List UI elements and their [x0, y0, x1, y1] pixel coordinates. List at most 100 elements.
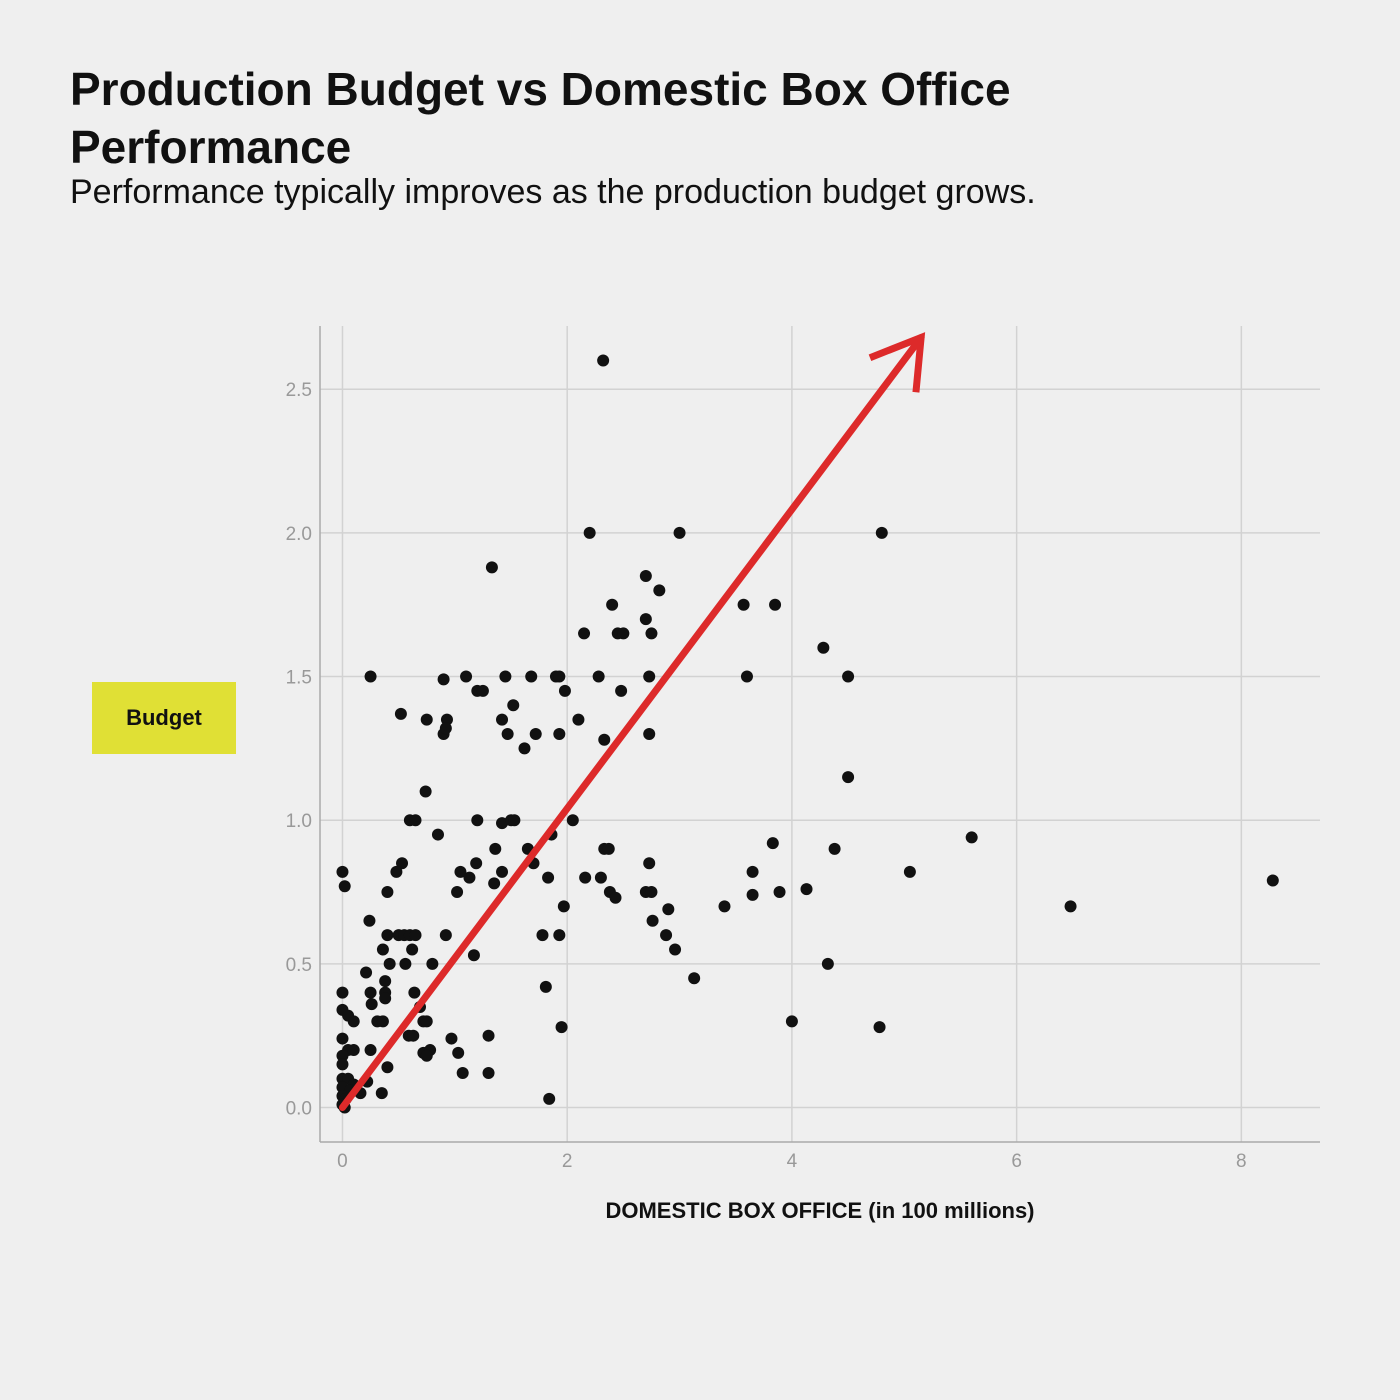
data-point	[553, 670, 566, 683]
data-point	[536, 929, 549, 942]
data-point	[488, 877, 501, 890]
data-point	[420, 1015, 433, 1028]
data-point	[602, 842, 615, 855]
data-point	[572, 713, 585, 726]
y-tick-label: 1.0	[286, 811, 312, 832]
data-point	[409, 814, 422, 827]
axes	[319, 326, 1320, 1143]
data-point	[1266, 874, 1279, 887]
data-point	[669, 943, 682, 956]
data-point	[773, 886, 786, 899]
y-tick-label: 2.0	[286, 524, 312, 545]
data-point	[543, 1092, 556, 1105]
arrow-shaft	[338, 333, 925, 1112]
data-point	[525, 670, 538, 683]
data-point	[336, 1032, 349, 1045]
data-point	[645, 627, 658, 640]
data-point	[496, 713, 509, 726]
data-point	[594, 871, 607, 884]
data-point	[364, 986, 377, 999]
x-tick-label: 0	[337, 1151, 348, 1172]
data-point	[390, 865, 403, 878]
y-axis-label: Budget	[92, 682, 236, 754]
grid-lines	[320, 326, 1320, 1142]
data-point	[606, 598, 619, 611]
data-point	[360, 966, 373, 979]
data-point	[597, 354, 610, 367]
data-point	[875, 526, 888, 539]
data-point	[336, 1058, 349, 1071]
data-point	[558, 684, 571, 697]
data-point	[426, 957, 439, 970]
data-point	[375, 1087, 388, 1100]
data-point	[336, 865, 349, 878]
data-point	[467, 949, 480, 962]
data-point	[364, 1044, 377, 1057]
data-point	[766, 837, 779, 850]
x-tick-label: 8	[1236, 1151, 1247, 1172]
data-point	[396, 857, 409, 870]
x-axis-ticks: 0 2 4 6 8	[337, 1151, 1246, 1172]
data-point	[740, 670, 753, 683]
x-tick-label: 6	[1011, 1151, 1022, 1172]
y-tick-label: 2.5	[286, 380, 312, 401]
data-point	[592, 670, 605, 683]
data-point	[501, 728, 514, 740]
data-point	[485, 561, 498, 574]
data-point	[381, 886, 394, 899]
data-point	[746, 888, 759, 901]
data-point	[566, 814, 579, 827]
data-point	[336, 986, 349, 999]
data-point	[583, 526, 596, 539]
data-point	[399, 957, 412, 970]
data-point	[489, 842, 502, 855]
data-point	[873, 1021, 886, 1034]
data-point	[419, 785, 432, 798]
data-point	[407, 1029, 420, 1042]
data-point	[643, 728, 656, 740]
data-point	[471, 814, 484, 827]
data-point	[653, 584, 666, 597]
data-point	[496, 865, 509, 878]
data-point	[476, 684, 489, 697]
y-axis-ticks: 0.0 0.5 1.0 1.5 2.0 2.5	[286, 380, 312, 1119]
x-tick-label: 4	[787, 1151, 798, 1172]
data-point	[383, 957, 396, 970]
data-point	[394, 707, 407, 720]
data-point	[364, 670, 377, 683]
data-point	[381, 1061, 394, 1074]
data-point	[639, 613, 652, 626]
data-point	[406, 943, 419, 956]
y-axis-label-text: Budget	[126, 705, 202, 730]
data-point	[542, 871, 555, 884]
data-point	[460, 670, 473, 683]
data-point	[842, 771, 855, 784]
data-point	[617, 627, 630, 640]
y-tick-label: 0.5	[286, 955, 312, 976]
data-point	[431, 828, 444, 841]
data-point	[482, 1029, 495, 1042]
data-point	[660, 929, 673, 942]
data-point	[643, 670, 656, 683]
data-point	[454, 865, 467, 878]
data-point	[579, 871, 592, 884]
data-point	[463, 871, 476, 884]
data-point	[529, 728, 542, 740]
data-points	[336, 354, 1279, 1114]
data-point	[379, 975, 392, 988]
data-point	[451, 886, 464, 899]
data-point	[645, 886, 658, 899]
x-tick-label: 2	[562, 1151, 573, 1172]
data-point	[817, 641, 830, 654]
data-point	[452, 1046, 465, 1059]
data-point	[409, 929, 422, 942]
data-point	[338, 880, 351, 893]
data-point	[1064, 900, 1077, 913]
chart-title: Production Budget vs Domestic Box Office…	[70, 63, 1011, 173]
data-point	[555, 1021, 568, 1034]
x-axis-label: DOMESTIC BOX OFFICE (in 100 millions)	[605, 1198, 1035, 1223]
data-point	[539, 980, 552, 993]
data-point	[365, 998, 378, 1011]
data-point	[456, 1067, 469, 1080]
